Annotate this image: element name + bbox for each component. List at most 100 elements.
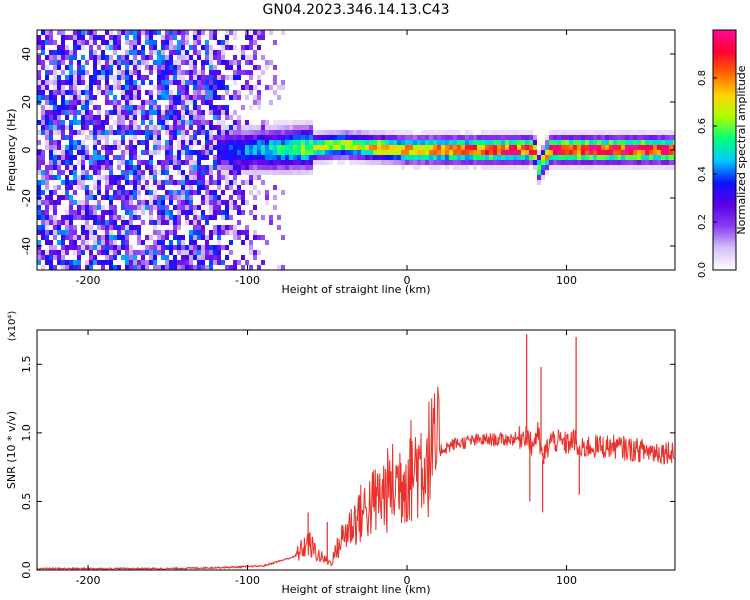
heatmap-cell (177, 45, 181, 50)
heatmap-cell (505, 145, 509, 150)
heatmap-cell (129, 260, 133, 265)
heatmap-cell (297, 130, 301, 135)
heatmap-cell (253, 40, 257, 45)
heatmap-cell (101, 50, 105, 55)
heatmap-cell (93, 80, 97, 85)
heatmap-cell (217, 110, 221, 115)
heatmap-cell (261, 145, 265, 150)
heatmap-cell (97, 135, 101, 140)
heatmap-cell (205, 200, 209, 205)
heatmap-cell (589, 135, 593, 140)
heatmap-cell (153, 30, 157, 35)
heatmap-cell (329, 155, 333, 160)
heatmap-cell (505, 160, 509, 165)
heatmap-cell (169, 195, 173, 200)
heatmap-cell (173, 205, 177, 210)
heatmap-cell (661, 160, 665, 165)
heatmap-cell (461, 150, 465, 155)
heatmap-cell (281, 170, 285, 175)
heatmap-cell (569, 140, 573, 145)
heatmap-cell (173, 120, 177, 125)
heatmap-cell (37, 95, 41, 100)
heatmap-cell (457, 130, 461, 135)
heatmap-cell (397, 160, 401, 165)
heatmap-cell (217, 55, 221, 60)
heatmap-cell (109, 265, 113, 270)
heatmap-cell (241, 150, 245, 155)
heatmap-cell (81, 40, 85, 45)
heatmap-cell (193, 40, 197, 45)
heatmap-cell (661, 140, 665, 145)
heatmap-cell (401, 140, 405, 145)
heatmap-cell (241, 130, 245, 135)
heatmap-cell (225, 205, 229, 210)
heatmap-cell (61, 35, 65, 40)
heatmap-cell (597, 160, 601, 165)
heatmap-cell (625, 140, 629, 145)
heatmap-cell (201, 90, 205, 95)
heatmap-cell (313, 155, 317, 160)
heatmap-cell (357, 160, 361, 165)
heatmap-cell (185, 260, 189, 265)
heatmap-cell (221, 50, 225, 55)
y-tick-label: 0 (20, 147, 33, 154)
heatmap-cell (205, 170, 209, 175)
heatmap-cell (89, 50, 93, 55)
heatmap-cell (649, 145, 653, 150)
heatmap-cell (277, 140, 281, 145)
heatmap-cell (629, 155, 633, 160)
heatmap-cell (493, 135, 497, 140)
heatmap-cell (113, 105, 117, 110)
heatmap-cell (185, 110, 189, 115)
heatmap-cell (93, 210, 97, 215)
heatmap-cell (41, 120, 45, 125)
heatmap-cell (673, 165, 675, 170)
heatmap-cell (233, 160, 237, 165)
heatmap-cell (353, 160, 357, 165)
heatmap-cell (441, 160, 445, 165)
heatmap-cell (189, 155, 193, 160)
heatmap-cell (205, 185, 209, 190)
heatmap-cell (153, 135, 157, 140)
heatmap-cell (413, 140, 417, 145)
heatmap-cell (105, 150, 109, 155)
heatmap-cell (321, 130, 325, 135)
heatmap-cell (349, 150, 353, 155)
heatmap-cell (485, 150, 489, 155)
heatmap-cell (61, 125, 65, 130)
heatmap-cell (149, 245, 153, 250)
heatmap-cell (633, 160, 637, 165)
heatmap-cell (77, 60, 81, 65)
heatmap-cell (133, 110, 137, 115)
heatmap-cell (89, 260, 93, 265)
heatmap-cell (169, 40, 173, 45)
heatmap-cell (233, 145, 237, 150)
heatmap-cell (165, 70, 169, 75)
heatmap-cell (265, 160, 269, 165)
heatmap-cell (273, 90, 277, 95)
heatmap-cell (489, 160, 493, 165)
heatmap-cell (365, 130, 369, 135)
heatmap-cell (357, 140, 361, 145)
heatmap-cell (97, 175, 101, 180)
heatmap-cell (485, 160, 489, 165)
heatmap-cell (237, 130, 241, 135)
heatmap-cell (577, 135, 581, 140)
heatmap-cell (125, 145, 129, 150)
heatmap-cell (61, 220, 65, 225)
heatmap-cell (201, 185, 205, 190)
heatmap-cell (217, 75, 221, 80)
heatmap-cell (205, 240, 209, 245)
heatmap-cell (237, 230, 241, 235)
heatmap-cell (193, 240, 197, 245)
heatmap-cell (61, 265, 65, 270)
heatmap-cell (113, 40, 117, 45)
heatmap-cell (185, 40, 189, 45)
heatmap-cell (105, 140, 109, 145)
heatmap-cell (161, 235, 165, 240)
heatmap-cell (209, 175, 213, 180)
heatmap-cell (137, 90, 141, 95)
heatmap-cell (37, 170, 41, 175)
heatmap-cell (157, 245, 161, 250)
heatmap-cell (185, 120, 189, 125)
